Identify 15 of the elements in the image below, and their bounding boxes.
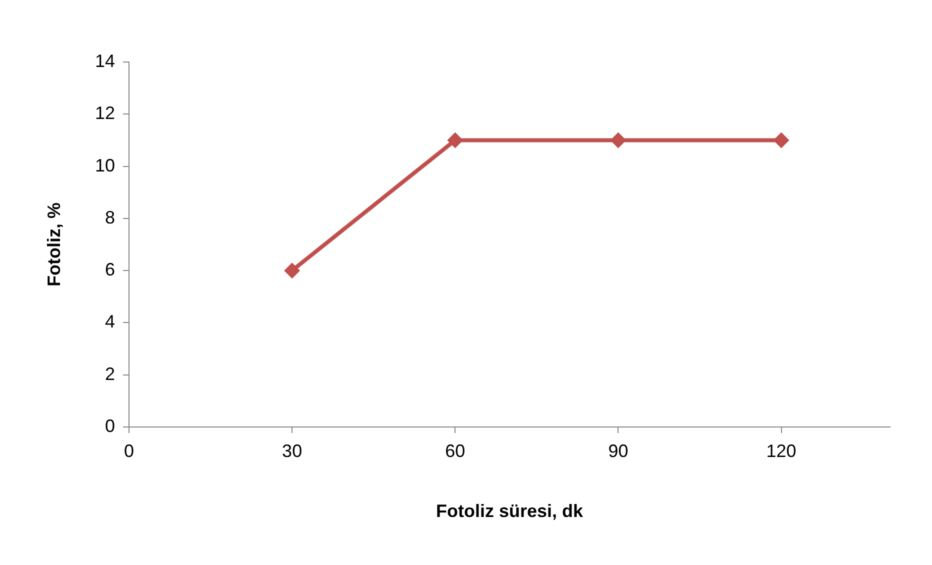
y-tick-label: 6 bbox=[104, 260, 115, 280]
x-axis-title: Fotoliz süresi, dk bbox=[436, 501, 584, 522]
y-tick-label: 14 bbox=[94, 50, 115, 71]
y-tick-label: 12 bbox=[94, 103, 115, 124]
y-tick-label: 10 bbox=[94, 155, 115, 176]
y-tick-label: 8 bbox=[104, 207, 115, 228]
y-tick-label: 2 bbox=[104, 364, 115, 384]
y-tick-label: 0 bbox=[104, 416, 115, 436]
y-tick-label: 4 bbox=[104, 312, 115, 332]
x-tick-label: 0 bbox=[124, 440, 134, 461]
x-tick-label: 30 bbox=[282, 440, 302, 461]
x-tick-label: 60 bbox=[445, 440, 466, 461]
x-tick-label: 90 bbox=[608, 440, 628, 461]
x-tick-label: 120 bbox=[766, 440, 796, 461]
y-axis-title: Fotoliz, % bbox=[44, 202, 64, 286]
